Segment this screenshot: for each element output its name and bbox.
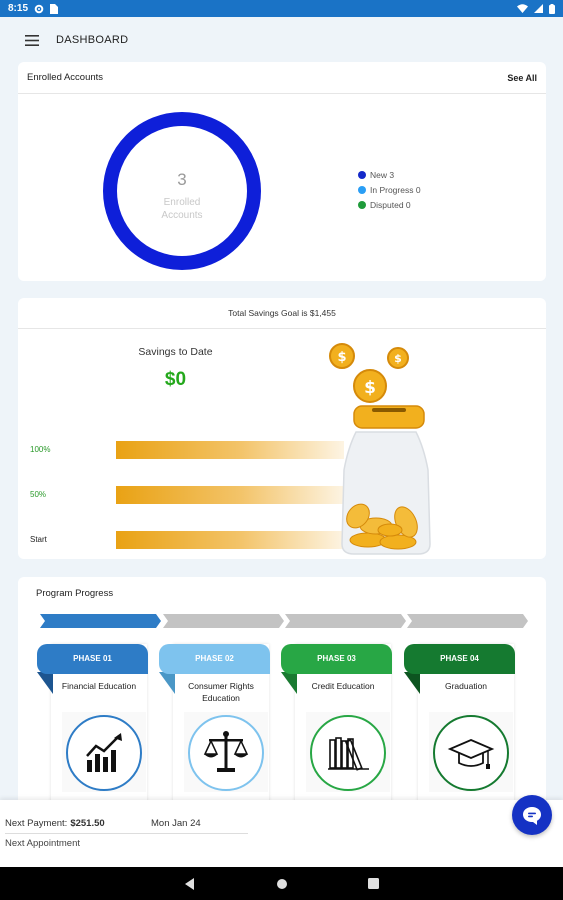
phase-tab-04: PHASE 04: [404, 644, 515, 674]
legend-label-new: New 3: [370, 169, 395, 180]
level-bar-start: [116, 531, 344, 549]
system-nav-bar: [0, 867, 563, 900]
phase-icon-box: [306, 712, 390, 792]
phase-tab-fold: [37, 672, 53, 694]
phase-arrow-02: [163, 614, 284, 628]
status-time: 8:15: [8, 3, 29, 14]
growth-chart-icon: [66, 715, 142, 791]
next-payment-label: Next Payment:: [5, 818, 68, 829]
level-label-100: 100%: [30, 445, 51, 454]
legend-label-disputed: Disputed 0: [370, 199, 411, 210]
battery-icon: [549, 3, 555, 14]
chat-button[interactable]: [512, 795, 552, 835]
page-title: DASHBOARD: [56, 34, 129, 46]
phase-tab-02: PHASE 02: [159, 644, 270, 674]
svg-text:$: $: [364, 378, 376, 398]
coin-jar-illustration: $ $ $: [329, 343, 431, 555]
phase-icon-box: [62, 712, 146, 792]
savings-card: Total Savings Goal is $1,455 Savings to …: [18, 298, 546, 559]
back-icon: [184, 877, 194, 890]
books-icon: [310, 715, 386, 791]
phase-name-03: Credit Education: [311, 681, 375, 691]
status-bar: 8:15: [0, 0, 563, 17]
savings-goal-header: Total Savings Goal is $1,455: [18, 298, 546, 329]
scales-of-justice-icon: [188, 715, 264, 791]
phase-tab-fold: [159, 672, 175, 694]
wifi-icon: [517, 4, 528, 13]
phase-tab-fold: [404, 672, 420, 694]
level-label-start: Start: [30, 535, 47, 544]
program-progress-card: Program Progress PHASE 01 Financial Educ…: [18, 577, 546, 817]
bottom-info-panel: Next Payment: $251.50 Mon Jan 24 Next Ap…: [0, 800, 563, 867]
legend-dot-new: [358, 170, 366, 179]
phase-icon-box: [184, 712, 268, 792]
see-all-link[interactable]: See All: [507, 72, 537, 83]
home-icon: [276, 878, 287, 889]
phase-name-04: Graduation: [444, 681, 488, 691]
phase-progress-track: [40, 614, 528, 628]
next-payment-date: Mon Jan 24: [151, 818, 201, 829]
svg-text:$: $: [337, 350, 346, 365]
enrolled-count-label-line1: Enrolled: [163, 197, 201, 208]
legend-item-in-progress: In Progress 0: [358, 182, 421, 197]
phase-arrow-01: [40, 614, 161, 628]
phase-name-02: Consumer Rights Education: [188, 681, 254, 703]
phase-tab-01: PHASE 01: [37, 644, 148, 674]
enrolled-count-label: Enrolled Accounts: [102, 196, 262, 222]
recents-button[interactable]: [364, 874, 384, 894]
legend-dot-in-progress: [358, 185, 366, 194]
legend-label-in-progress: In Progress 0: [370, 184, 421, 195]
level-label-50: 50%: [30, 490, 47, 499]
phase-card-01[interactable]: PHASE 01 Financial Education: [37, 644, 148, 814]
phase-arrow-03: [285, 614, 406, 628]
sim-card-icon: [50, 3, 59, 14]
savings-to-date-value: $0: [164, 369, 187, 390]
home-button[interactable]: [272, 874, 292, 894]
svg-text:$: $: [394, 352, 402, 365]
graduation-cap-icon: [433, 715, 509, 791]
enrolled-accounts-title: Enrolled Accounts: [27, 72, 104, 83]
phase-name-01: Financial Education: [61, 681, 137, 691]
phase-tab-03: PHASE 03: [281, 644, 392, 674]
chat-bubble-icon: [523, 807, 541, 825]
legend-item-new: New 3: [358, 167, 421, 182]
enrolled-accounts-header: Enrolled Accounts See All: [18, 62, 546, 94]
menu-button[interactable]: [12, 20, 52, 60]
enrolled-accounts-donut: 3 Enrolled Accounts: [102, 111, 262, 271]
program-progress-title: Program Progress: [36, 588, 114, 599]
phase-card-02[interactable]: PHASE 02 Consumer Rights Education: [159, 644, 270, 814]
enrolled-count: 3: [177, 170, 187, 189]
legend-dot-disputed: [358, 200, 366, 209]
phase-card-03[interactable]: PHASE 03 Credit Education: [281, 644, 392, 814]
cellular-icon: [534, 4, 543, 13]
level-bar-50: [116, 486, 344, 504]
phase-icon-box: [429, 712, 513, 792]
back-button[interactable]: [180, 874, 200, 894]
level-bar-100: [116, 441, 344, 459]
savings-to-date-label: Savings to Date: [138, 346, 213, 358]
phase-card-04[interactable]: PHASE 04 Graduation: [404, 644, 515, 814]
status-legend: New 3 In Progress 0 Disputed 0: [358, 167, 421, 212]
next-payment-row: Next Payment: $251.50 Mon Jan 24: [5, 818, 248, 834]
hamburger-menu-icon: [25, 34, 39, 46]
phase-arrow-04: [407, 614, 528, 628]
next-payment-amount: $251.50: [70, 818, 105, 829]
enrolled-count-label-line2: Accounts: [161, 210, 203, 221]
legend-item-disputed: Disputed 0: [358, 197, 421, 212]
next-appointment-label: Next Appointment: [5, 838, 80, 849]
enrolled-accounts-card: Enrolled Accounts See All 3 Enrolled Acc…: [18, 62, 546, 281]
recents-icon: [368, 878, 379, 889]
donut-ring: [103, 112, 261, 270]
app-bar: DASHBOARD: [0, 17, 563, 63]
phase-tab-fold: [281, 672, 297, 694]
settings-icon: [34, 4, 44, 13]
